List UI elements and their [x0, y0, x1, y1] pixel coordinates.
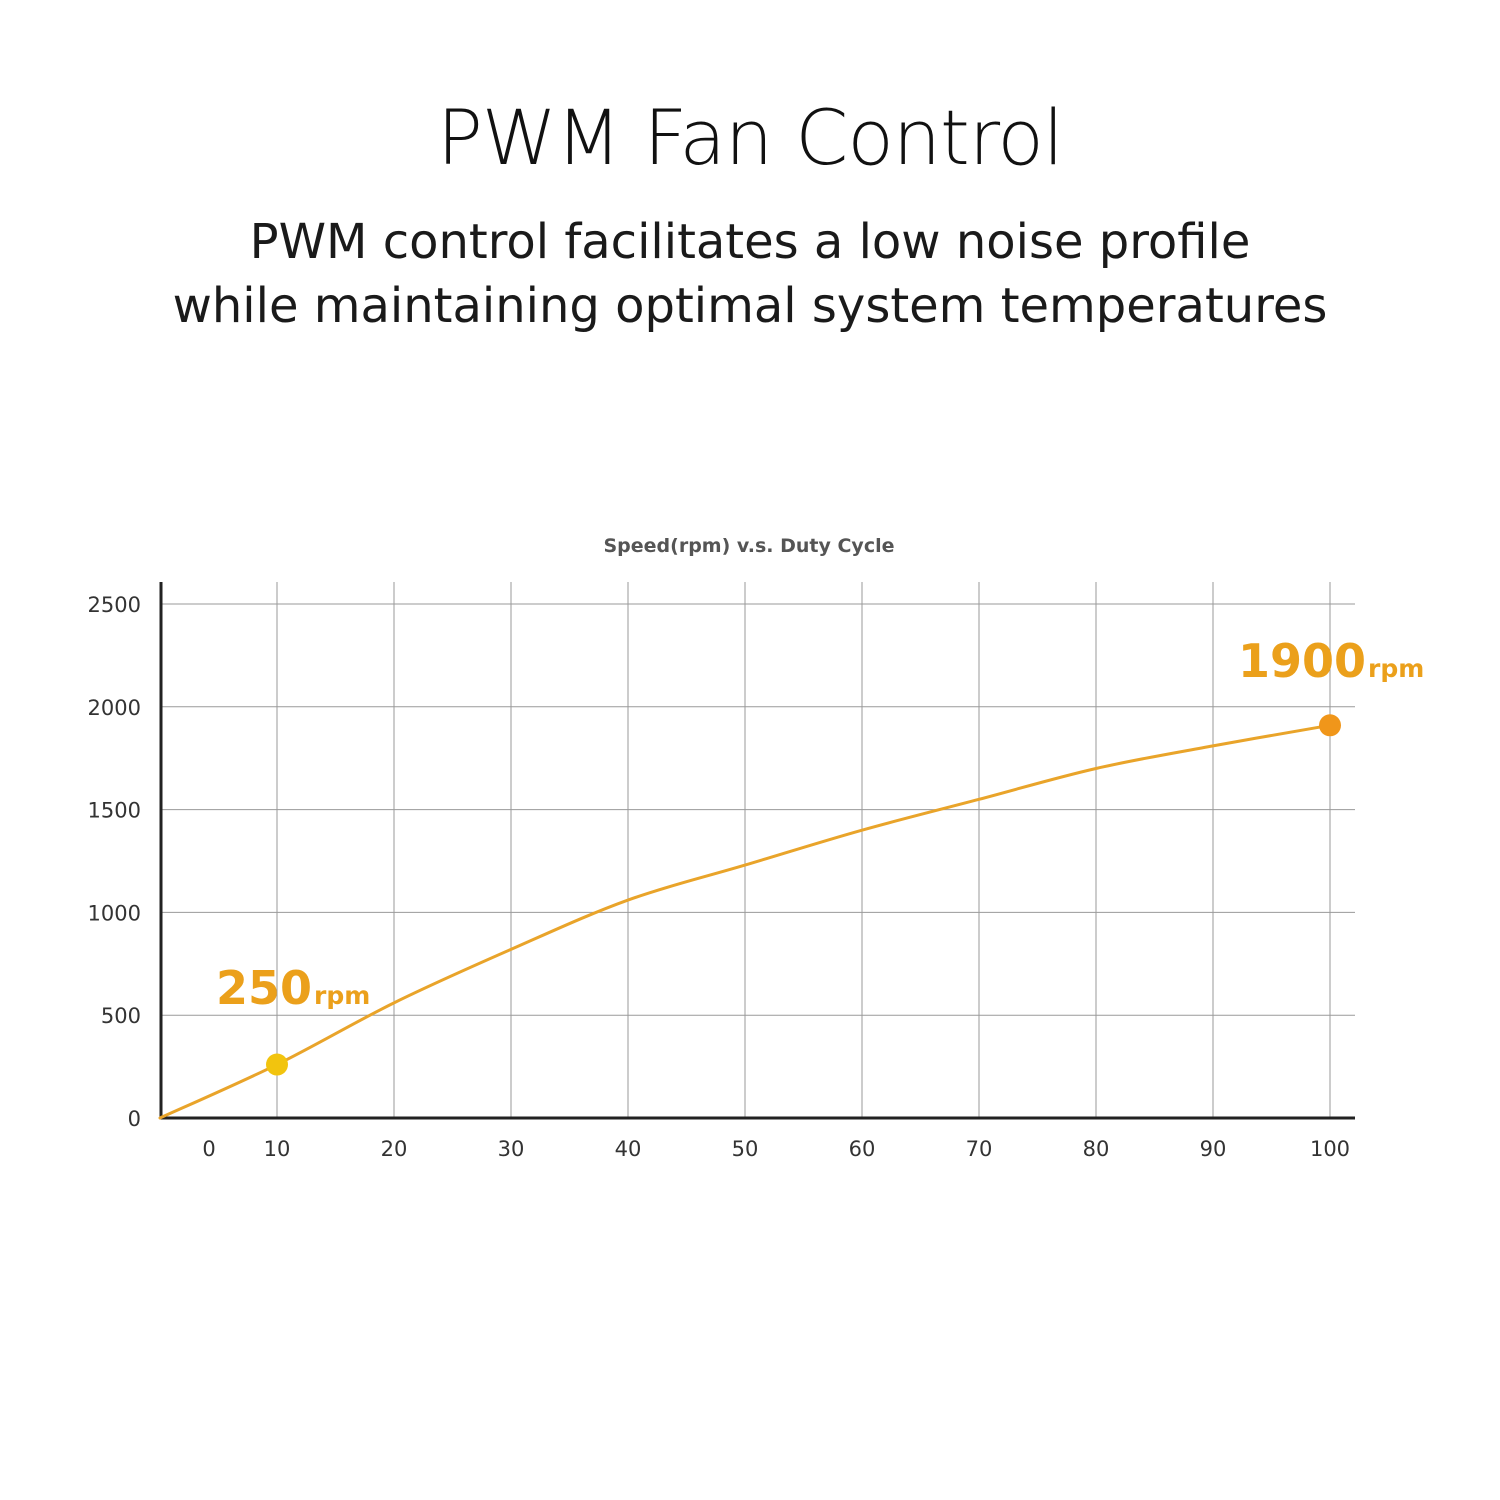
annotation-value: 1900 [1238, 634, 1366, 688]
x-tick-label: 90 [1200, 1137, 1227, 1161]
x-tick-label: 10 [264, 1137, 291, 1161]
y-tick-label: 0 [128, 1107, 141, 1131]
x-tick-label: 0 [202, 1137, 215, 1161]
subhead-line-2: while maintaining optimal system tempera… [172, 278, 1328, 334]
markers [266, 714, 1341, 1076]
page-subhead: PWM control facilitates a low noise prof… [0, 210, 1500, 338]
subhead-line-1: PWM control facilitates a low noise prof… [249, 214, 1251, 270]
data-point-marker [266, 1053, 288, 1076]
x-tick-label: 70 [966, 1137, 993, 1161]
point-annotation: 250rpm [216, 961, 370, 1015]
page-headline: PWM Fan Control [436, 93, 1064, 182]
y-tick-label: 500 [101, 1004, 141, 1028]
x-tick-label: 20 [381, 1137, 408, 1161]
y-tick-label: 2000 [88, 696, 141, 720]
annotation-unit: rpm [314, 981, 370, 1010]
data-point-marker [1319, 714, 1341, 737]
axes [159, 582, 1355, 1120]
tick-labels: 0 500 1000 1500 2000 2500 0 10 20 30 40 50 60 70 80 90 1… [88, 593, 1351, 1161]
series [158, 723, 1332, 1120]
y-tick-label: 1000 [88, 901, 141, 925]
grid-lines [161, 582, 1355, 1118]
x-tick-label: 40 [615, 1137, 642, 1161]
annotation-unit: rpm [1368, 654, 1424, 683]
annotation-value: 250 [216, 961, 312, 1015]
x-tick-label: 50 [732, 1137, 759, 1161]
chart-title: Speed(rpm) v.s. Duty Cycle [604, 535, 895, 557]
point-annotation: 1900rpm [1238, 634, 1424, 688]
x-tick-label: 100 [1310, 1137, 1350, 1161]
y-tick-label: 2500 [88, 593, 141, 617]
y-tick-label: 1500 [88, 799, 141, 823]
series-line-0 [158, 723, 1332, 1120]
x-tick-label: 30 [498, 1137, 525, 1161]
x-tick-label: 60 [849, 1137, 876, 1161]
x-tick-label: 80 [1083, 1137, 1110, 1161]
